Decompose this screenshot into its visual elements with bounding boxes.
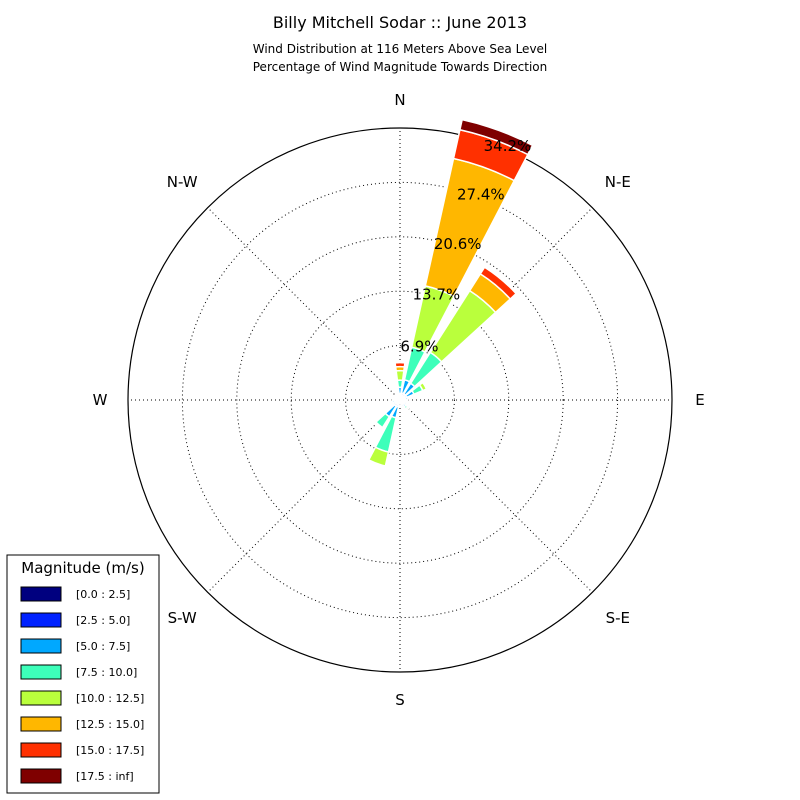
bar-140-bin-4 [404, 405, 410, 412]
legend-swatch-3 [20, 664, 62, 680]
outer-ring [127, 127, 673, 673]
grid-spoke [207, 399, 401, 593]
legend-label-3: [7.5 : 10.0] [76, 666, 137, 679]
bar-20-bin-5 [424, 157, 516, 298]
grid-ring [345, 345, 455, 455]
direction-label-s: S [395, 691, 405, 709]
legend-swatch-4 [20, 690, 62, 706]
ring-labels: 6.9% 13.7% 20.6% 27.4% 34.2% [400, 137, 531, 355]
grid-spoke [207, 207, 401, 401]
ring-label-4: 27.4% [457, 185, 505, 203]
bar-60-bin-4 [418, 381, 428, 392]
legend-title: Magnitude (m/s) [21, 559, 144, 577]
legend-swatch-6 [20, 742, 62, 758]
direction-label-n-w: N-W [167, 173, 198, 191]
bar-40-bin-6 [479, 266, 518, 301]
grid-spoke [399, 399, 593, 593]
bar-20-bin-7 [459, 118, 534, 156]
legend-swatch-7 [20, 768, 62, 784]
bar-220-bin-3 [374, 412, 391, 429]
bar-340-bin-2 [396, 393, 401, 398]
grid-ring [236, 236, 564, 564]
ring-label-1: 6.9% [400, 337, 438, 355]
chart-subtitle-line-1: Wind Distribution at 116 Meters Above Se… [253, 42, 548, 56]
legend: Magnitude (m/s) [0.0 : 2.5] [2.5 : 5.0] [5… [6, 554, 160, 794]
chart-title: Billy Mitchell Sodar :: June 2013 [273, 13, 527, 32]
legend-label-6: [15.0 : 17.5] [76, 744, 144, 757]
grid-ring [181, 181, 619, 619]
direction-label-w: W [93, 391, 108, 409]
chart-subtitle-line-2: Percentage of Wind Magnitude Towards Dir… [253, 60, 547, 74]
direction-label-n: N [394, 91, 405, 109]
legend-label-5: [12.5 : 15.0] [76, 718, 144, 731]
ring-label-2: 13.7% [412, 285, 460, 303]
bar-0-bin-3 [396, 379, 404, 389]
bar-0-bin-4 [395, 369, 405, 382]
bar-200-bin-4 [367, 446, 390, 467]
direction-label-n-e: N-E [605, 173, 631, 191]
legend-swatch-2 [20, 638, 62, 654]
wind-bars [367, 118, 534, 467]
legend-swatch-0 [20, 586, 62, 602]
legend-label-0: [0.0 : 2.5] [76, 588, 130, 601]
polar-grid [127, 127, 673, 673]
bar-260-bin-2 [391, 399, 397, 404]
legend-swatch-5 [20, 716, 62, 732]
bar-80-bin-2 [404, 396, 409, 401]
legend-label-4: [10.0 : 12.5] [76, 692, 144, 705]
legend-label-7: [17.5 : inf] [76, 770, 134, 783]
legend-swatch-1 [20, 612, 62, 628]
direction-labels: N N-E E S-E S S-W W N-W [93, 91, 705, 709]
ring-label-3: 20.6% [434, 235, 482, 253]
bar-160-bin-2 [400, 403, 405, 408]
legend-label-2: [5.0 : 7.5] [76, 640, 130, 653]
ring-label-5: 34.2% [484, 137, 532, 155]
direction-label-s-e: S-E [606, 609, 630, 627]
direction-label-s-w: S-W [168, 609, 197, 627]
direction-label-e: E [695, 391, 704, 409]
bar-0-bin-6 [394, 361, 406, 368]
legend-label-1: [2.5 : 5.0] [76, 614, 130, 627]
